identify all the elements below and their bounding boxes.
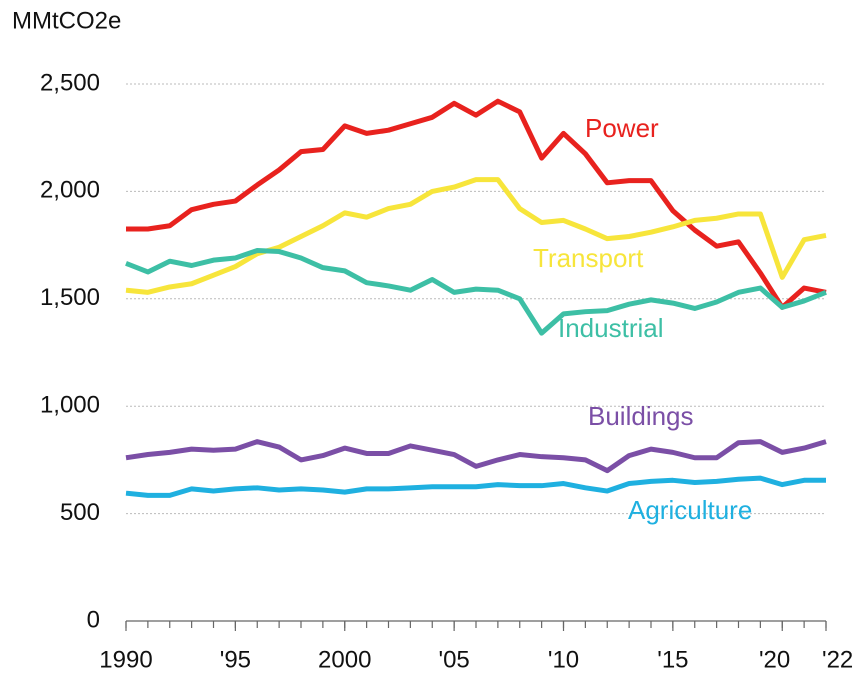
line-series <box>125 247 827 336</box>
x-tick-label: '22 <box>822 646 853 673</box>
y-tick-label: 1,000 <box>40 392 100 419</box>
y-axis-label: MMtCO2e <box>12 7 121 34</box>
y-tick-label: 500 <box>60 499 100 526</box>
series-label: Buildings <box>588 401 694 431</box>
y-tick-label: 0 <box>87 606 100 633</box>
x-tick-label: 2000 <box>318 646 371 673</box>
line-series <box>125 177 827 295</box>
y-tick-label: 1,500 <box>40 284 100 311</box>
line-series <box>125 439 827 474</box>
line-series <box>126 98 827 310</box>
series-label: Power <box>585 113 659 143</box>
x-tick-label: '10 <box>548 646 579 673</box>
series-label: Agriculture <box>628 495 752 525</box>
series-label: Transport <box>533 243 644 273</box>
y-tick-label: 2,000 <box>40 177 100 204</box>
x-tick-label: '15 <box>657 646 688 673</box>
x-tick-label: '95 <box>220 646 251 673</box>
x-tick-label: '20 <box>759 646 790 673</box>
y-tick-label: 2,500 <box>40 69 100 96</box>
line-series <box>125 475 826 498</box>
series-label: Industrial <box>558 313 664 343</box>
x-tick-label: '05 <box>438 646 469 673</box>
x-tick-label: 1990 <box>99 646 152 673</box>
